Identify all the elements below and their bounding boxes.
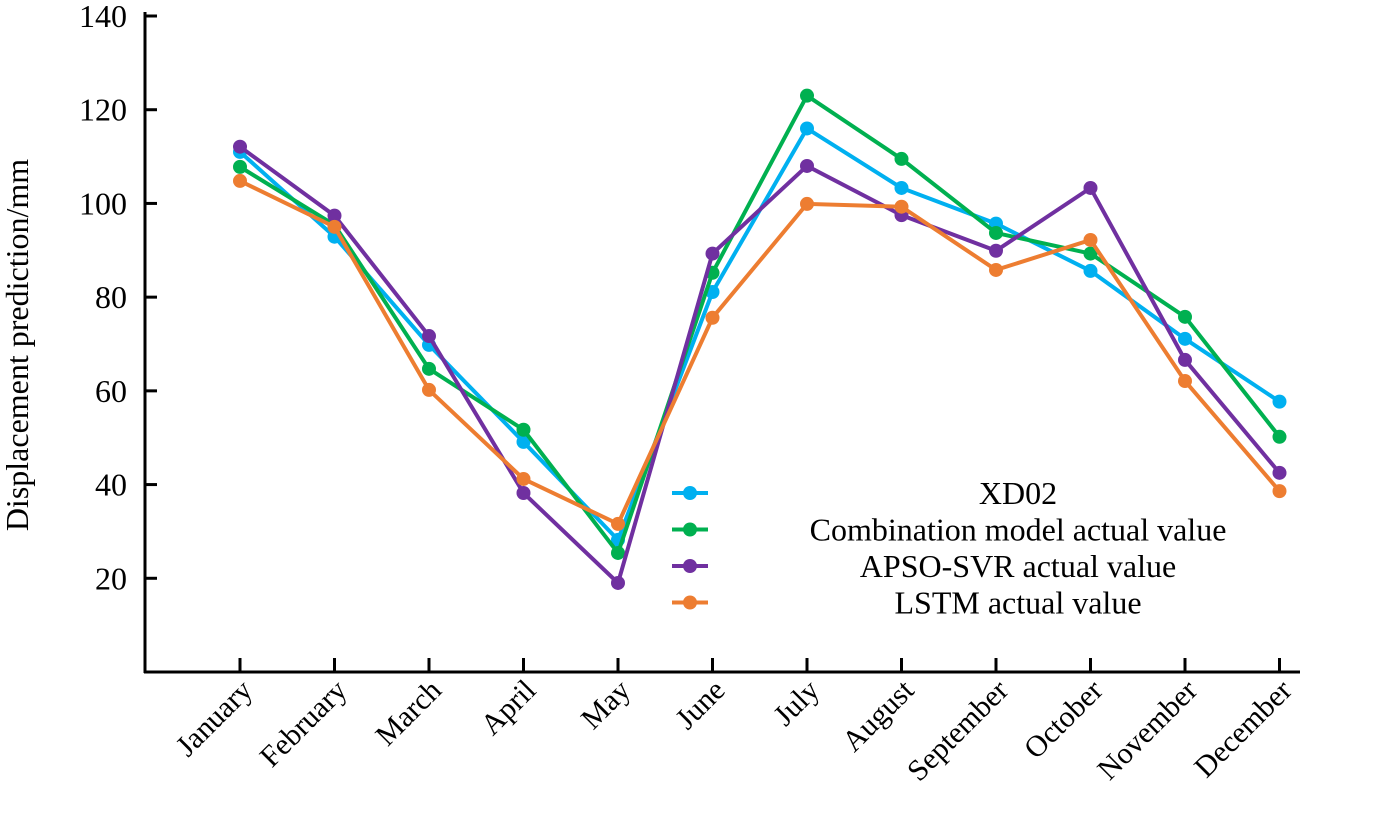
data-point (327, 208, 342, 223)
data-point (611, 575, 625, 590)
data-point (611, 545, 625, 560)
data-point (894, 151, 909, 166)
x-tick-label: August (836, 673, 921, 758)
data-point (705, 246, 720, 261)
y-tick-label: 60 (95, 373, 127, 409)
data-point (1178, 309, 1192, 324)
data-point (1178, 352, 1192, 367)
data-point (233, 139, 247, 154)
x-tick-label: September (901, 674, 1015, 788)
data-point (800, 88, 814, 103)
data-point (1083, 180, 1098, 195)
data-point (1083, 232, 1098, 247)
y-tick-label: 140 (79, 0, 127, 34)
legend-marker-3 (683, 595, 697, 610)
data-point (1272, 394, 1287, 409)
data-point (989, 225, 1003, 240)
legend-label-1: Combination model actual value (810, 512, 1227, 548)
x-tick-label: February (254, 674, 354, 774)
data-point (800, 158, 814, 173)
data-point (1272, 465, 1287, 480)
x-tick-label: June (669, 674, 731, 736)
data-point (894, 199, 909, 214)
data-point (1272, 484, 1287, 499)
legend-marker-0 (683, 486, 697, 500)
x-tick-label: July (767, 674, 826, 733)
x-tick-label: October (1018, 674, 1110, 766)
data-point (989, 262, 1003, 277)
y-tick-label: 100 (79, 185, 127, 221)
data-point (1178, 331, 1192, 346)
data-point (1083, 246, 1098, 261)
data-point (422, 361, 436, 376)
y-tick-label: 80 (95, 279, 127, 315)
data-point (800, 196, 814, 211)
data-point (894, 180, 909, 195)
y-axis-label: Displacement prediction/mm (0, 159, 35, 531)
data-point (516, 422, 531, 437)
data-point (516, 486, 531, 501)
x-tick-label: January (170, 674, 259, 763)
series-line-2 (238, 145, 1282, 587)
series-line-1 (238, 92, 1282, 558)
data-point (800, 121, 814, 136)
data-point (611, 516, 625, 531)
legend-marker-2 (683, 559, 697, 573)
y-tick-label: 20 (95, 560, 127, 596)
legend-marker-1 (683, 522, 697, 537)
data-point (516, 471, 531, 486)
legend-label-0: XD02 (979, 475, 1057, 511)
data-point (1272, 429, 1287, 444)
data-point (327, 219, 342, 234)
legend-label-3: LSTM actual value (894, 585, 1141, 621)
x-tick-label: December (1188, 674, 1298, 784)
data-point (422, 382, 436, 397)
data-point (516, 434, 531, 449)
data-point (422, 329, 436, 344)
y-tick-label: 40 (95, 467, 127, 503)
data-point (705, 310, 720, 325)
data-point (989, 243, 1003, 258)
series-line-3 (239, 179, 1282, 527)
data-point (233, 173, 247, 188)
x-tick-label: April (474, 674, 542, 742)
data-point (1083, 263, 1098, 278)
data-point (1178, 374, 1192, 389)
x-tick-label: March (369, 674, 448, 753)
x-tick-label: May (575, 674, 637, 736)
y-tick-label: 120 (79, 92, 127, 128)
legend-label-2: APSO-SVR actual value (860, 548, 1176, 584)
x-tick-label: November (1091, 674, 1204, 787)
data-point (233, 159, 247, 174)
